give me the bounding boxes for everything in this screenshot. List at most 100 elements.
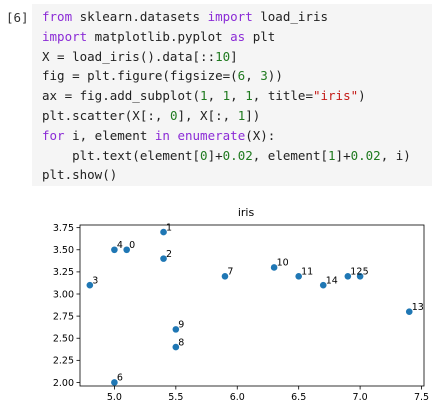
point-label: 4 bbox=[117, 240, 123, 251]
point-label: 10 bbox=[277, 258, 289, 269]
x-tick-label: 5.5 bbox=[168, 392, 183, 403]
point-label: 6 bbox=[117, 373, 123, 384]
code-line: from sklearn.datasets import load_iris bbox=[42, 6, 328, 27]
code-token: as bbox=[230, 28, 246, 44]
code-token: )) bbox=[267, 68, 283, 84]
x-tick-label: 7.5 bbox=[414, 392, 429, 403]
code-token: plt.show() bbox=[42, 167, 118, 183]
code-token: 1 bbox=[245, 88, 253, 104]
point-label: 0 bbox=[129, 240, 135, 251]
code-line: X = load_iris().data[::10] bbox=[42, 46, 238, 67]
code-token: import bbox=[207, 9, 253, 24]
cell-output-plot: iris 5.0 5.5 6.0 6.5 7.0 7.5 2.00 2.25 2.50 2.75 3… bbox=[0, 196, 432, 407]
scatter-point bbox=[344, 273, 352, 280]
code-token: 1 bbox=[328, 147, 336, 163]
y-tick-label: 3.00 bbox=[53, 289, 74, 300]
code-token: , bbox=[230, 88, 246, 104]
code-token: ]+ bbox=[207, 147, 223, 163]
code-line: fig = plt.figure(figsize=(6, 3)) bbox=[42, 65, 283, 86]
code-token: from bbox=[42, 9, 73, 24]
code-token: fig = plt.figure(figsize=( bbox=[42, 68, 238, 84]
code-token: 0.02 bbox=[222, 147, 253, 163]
code-token: (X): bbox=[245, 127, 276, 143]
plot-frame bbox=[79, 224, 425, 387]
y-tick-label: 2.25 bbox=[53, 356, 74, 367]
notebook-code-cell[interactable]: [6] from sklearn.datasets import load_ir… bbox=[0, 0, 432, 190]
point-label: 1 bbox=[166, 222, 172, 233]
x-tick-label: 6.5 bbox=[291, 392, 306, 403]
code-token: 0.02 bbox=[350, 147, 381, 163]
point-label: 11 bbox=[301, 267, 313, 278]
scatter-point bbox=[86, 281, 94, 289]
code-editor[interactable]: from sklearn.datasets import load_iris im… bbox=[32, 4, 432, 186]
code-token: , title= bbox=[252, 88, 313, 104]
code-token: sklearn.datasets bbox=[72, 9, 208, 24]
y-tick-label: 3.75 bbox=[53, 223, 74, 234]
code-token: ]+ bbox=[335, 147, 351, 163]
code-token: "iris" bbox=[312, 88, 359, 104]
y-tick-label: 2.00 bbox=[53, 378, 74, 389]
code-token: in bbox=[154, 127, 170, 143]
code-token: plt bbox=[245, 28, 276, 44]
point-label: 8 bbox=[178, 337, 184, 348]
scatter-point bbox=[160, 255, 167, 262]
x-tick-label: 7.0 bbox=[353, 392, 368, 403]
point-label: 12 bbox=[350, 267, 362, 278]
scatter-chart: iris 5.0 5.5 6.0 6.5 7.0 7.5 2.00 2.25 2.50 2.75 3… bbox=[53, 206, 429, 403]
code-token: ], X[:, bbox=[177, 108, 238, 123]
code-token: i, element bbox=[64, 127, 155, 143]
scatter-point bbox=[111, 246, 118, 254]
point-label: 5 bbox=[363, 267, 369, 278]
y-tick-label: 3.25 bbox=[53, 267, 74, 278]
scatter-point bbox=[295, 273, 302, 280]
code-token: 10 bbox=[215, 48, 231, 64]
code-token: plt.text(element[ bbox=[42, 147, 201, 163]
scatter-point bbox=[221, 273, 229, 280]
scatter-point bbox=[172, 343, 180, 351]
code-token: enumerate bbox=[177, 127, 246, 143]
code-token: 1 bbox=[222, 88, 231, 104]
point-label: 9 bbox=[178, 320, 184, 331]
point-label: 3 bbox=[92, 275, 98, 286]
code-line: plt.show() bbox=[42, 164, 117, 185]
scatter-point bbox=[270, 264, 278, 271]
code-token: ] bbox=[230, 48, 238, 64]
code-token: ]) bbox=[245, 108, 261, 123]
code-token: 1 bbox=[200, 88, 208, 104]
code-token: 0 bbox=[169, 108, 178, 123]
code-token: plt.scatter(X[:, bbox=[42, 108, 170, 123]
code-token: , bbox=[245, 68, 261, 84]
code-line: import matplotlib.pyplot as plt bbox=[42, 26, 275, 47]
code-token: , i) bbox=[380, 147, 411, 163]
code-line: plt.text(element[0]+0.02, element[1]+0.0… bbox=[42, 145, 411, 166]
code-token: 0 bbox=[200, 147, 208, 163]
scatter-point bbox=[172, 326, 180, 333]
x-tick-label: 5.0 bbox=[107, 392, 122, 403]
code-token: import bbox=[42, 28, 88, 44]
scatter-point bbox=[319, 281, 327, 289]
code-token: load_iris bbox=[252, 9, 328, 24]
code-token: , element[ bbox=[252, 147, 329, 163]
code-line: plt.scatter(X[:, 0], X[:, 1]) bbox=[42, 105, 260, 126]
code-token: 6 bbox=[237, 68, 246, 84]
y-tick-label: 2.75 bbox=[53, 311, 74, 322]
code-token: 1 bbox=[237, 108, 246, 123]
chart-title: iris bbox=[238, 206, 255, 219]
code-token: ) bbox=[358, 88, 366, 104]
code-token: ax = fig.add_subplot( bbox=[42, 88, 201, 104]
code-line: for i, element in enumerate(X): bbox=[42, 125, 275, 146]
scatter-point bbox=[160, 228, 167, 236]
y-tick-label: 2.50 bbox=[53, 334, 74, 345]
code-token: , bbox=[207, 88, 223, 104]
code-token: for bbox=[42, 127, 65, 143]
scatter-point bbox=[111, 379, 118, 386]
code-token: 3 bbox=[260, 68, 268, 84]
scatter-point bbox=[405, 308, 413, 315]
code-line: ax = fig.add_subplot(1, 1, 1, title="iri… bbox=[42, 85, 366, 106]
point-label: 7 bbox=[227, 267, 233, 278]
y-tick-label: 3.50 bbox=[53, 245, 74, 256]
code-token: X = load_iris().data[:: bbox=[42, 48, 216, 64]
scatter-point bbox=[123, 246, 130, 254]
point-label: 13 bbox=[412, 302, 424, 313]
x-tick-label: 6.0 bbox=[230, 392, 245, 403]
